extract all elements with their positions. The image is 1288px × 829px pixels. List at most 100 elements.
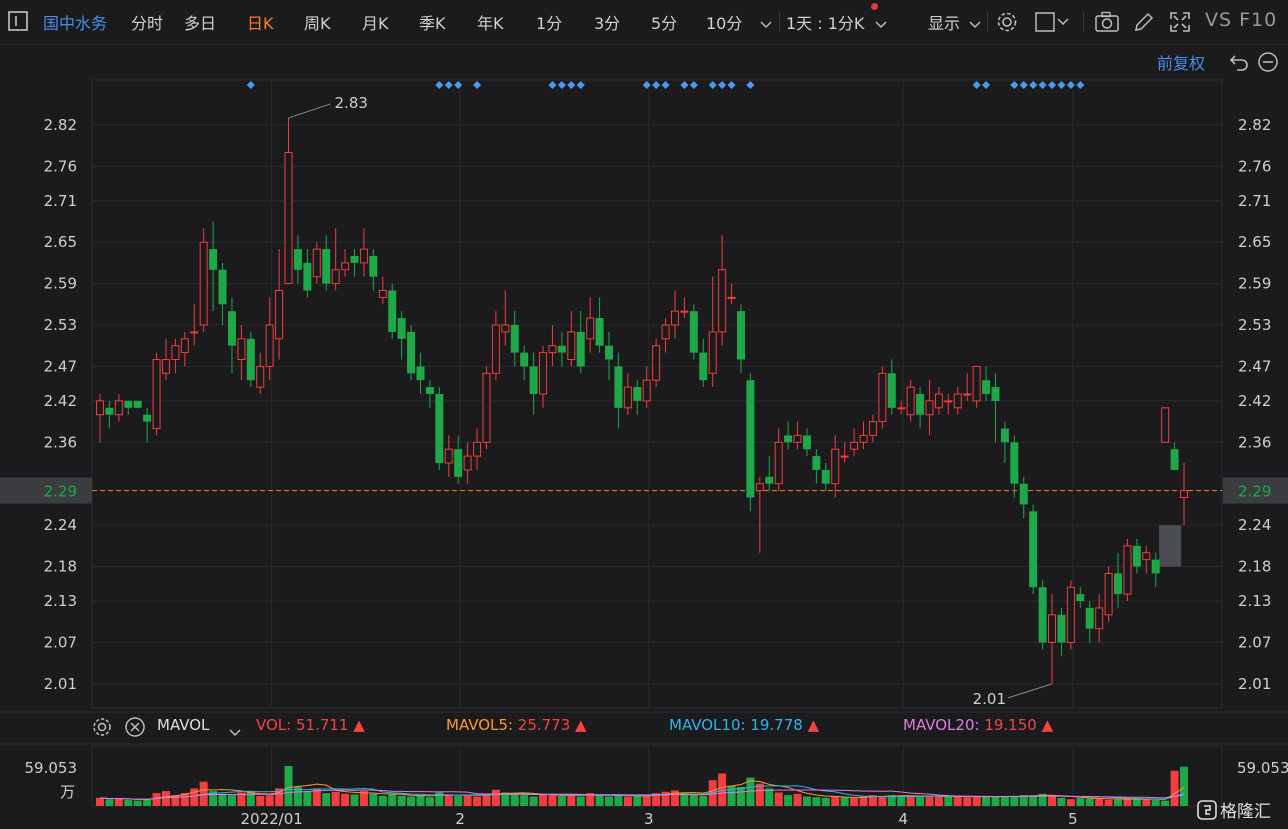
price-tick-right: 2.65 bbox=[1238, 233, 1271, 251]
mavol20-value: 19.150 bbox=[984, 716, 1037, 734]
period-tab-2[interactable]: 日K bbox=[247, 14, 274, 33]
close-circle-icon[interactable] bbox=[124, 716, 146, 742]
candle-body bbox=[284, 151, 293, 285]
sidebar-toggle-icon[interactable] bbox=[8, 11, 28, 35]
date-tick-label: 2022/01 bbox=[241, 810, 303, 828]
volume-bar bbox=[1142, 799, 1151, 806]
period-tab-4[interactable]: 月K bbox=[362, 14, 389, 33]
period-tab-0[interactable]: 分时 bbox=[131, 14, 164, 33]
undo-icon[interactable] bbox=[1229, 52, 1251, 76]
candle-body bbox=[840, 455, 849, 458]
pencil-icon[interactable] bbox=[1133, 11, 1155, 37]
volume-bar bbox=[1095, 798, 1104, 806]
volume-bar bbox=[227, 795, 236, 806]
period-tab-10[interactable]: 10分 bbox=[706, 14, 743, 33]
event-marker bbox=[1019, 81, 1028, 89]
candle-body bbox=[463, 455, 472, 471]
price-tick-left: 2.47 bbox=[44, 357, 77, 375]
volume-bar bbox=[265, 795, 274, 806]
price-tick-right: 2.53 bbox=[1238, 316, 1271, 334]
volume-bar bbox=[934, 796, 943, 806]
volume-bar bbox=[114, 798, 123, 806]
event-marker bbox=[708, 81, 717, 89]
candle-body bbox=[1123, 545, 1132, 595]
volume-bar bbox=[1029, 795, 1038, 806]
volume-bar bbox=[275, 788, 284, 806]
candle-body bbox=[454, 449, 463, 477]
gear-icon[interactable] bbox=[91, 716, 113, 742]
period-tab-6[interactable]: 年K bbox=[477, 14, 504, 33]
volume-bar bbox=[425, 797, 434, 806]
period-tab-7[interactable]: 1分 bbox=[536, 14, 563, 33]
volume-bar bbox=[312, 788, 321, 806]
candle-body bbox=[1142, 552, 1151, 561]
volume-bar bbox=[397, 795, 406, 806]
event-marker bbox=[982, 81, 991, 89]
mavol10-legend: MAVOL10: 19.778 ▲ bbox=[669, 716, 820, 734]
candle-body bbox=[1048, 614, 1057, 643]
volume-bar bbox=[670, 790, 679, 806]
candle-body bbox=[670, 310, 679, 326]
volume-bar bbox=[661, 791, 670, 806]
period-tab-9[interactable]: 5分 bbox=[651, 14, 678, 33]
date-tick-label: 4 bbox=[898, 810, 908, 828]
chevron-down-icon[interactable] bbox=[875, 15, 887, 34]
minus-circle-icon[interactable] bbox=[1257, 51, 1279, 77]
event-marker bbox=[718, 81, 727, 89]
volume-bar bbox=[180, 793, 189, 806]
candle-body bbox=[303, 262, 312, 291]
candle-body bbox=[850, 441, 859, 450]
chevron-down-icon[interactable] bbox=[760, 15, 772, 34]
display-menu[interactable]: 显示 bbox=[928, 14, 961, 33]
volume-bar bbox=[407, 796, 416, 806]
period-tab-5[interactable]: 季K bbox=[419, 14, 446, 33]
volume-bar bbox=[444, 794, 453, 806]
candle-body bbox=[491, 324, 500, 374]
candle-body bbox=[736, 311, 745, 360]
candle-body bbox=[190, 331, 199, 334]
camera-icon[interactable] bbox=[1095, 11, 1119, 37]
vs-f10-button[interactable]: VS F10 bbox=[1205, 9, 1278, 31]
volume-bar bbox=[868, 795, 877, 806]
volume-bar bbox=[802, 796, 811, 806]
volume-bar bbox=[642, 795, 651, 806]
candle-body bbox=[868, 421, 877, 436]
chevron-down-icon[interactable] bbox=[969, 15, 981, 34]
fullscreen-icon[interactable] bbox=[1169, 11, 1191, 37]
candle-body bbox=[661, 324, 670, 340]
event-marker bbox=[1076, 81, 1085, 89]
stock-name-tab[interactable]: 国中水务 bbox=[43, 14, 108, 33]
volume-bar bbox=[614, 795, 623, 806]
volume-bar bbox=[303, 791, 312, 806]
candle-body bbox=[953, 393, 962, 409]
candle-body bbox=[218, 269, 227, 305]
candle-body bbox=[256, 365, 265, 388]
price-tick-right: 2.47 bbox=[1238, 357, 1271, 375]
period-tab-1[interactable]: 多日 bbox=[184, 14, 217, 33]
price-tick-left: 2.01 bbox=[44, 675, 77, 693]
volume-bar bbox=[416, 795, 425, 806]
chevron-down-icon[interactable] bbox=[229, 723, 241, 742]
candle-body bbox=[821, 469, 830, 484]
volume-bar bbox=[473, 796, 482, 806]
multi-period-combo[interactable]: 1天 : 1分K bbox=[786, 14, 865, 33]
price-tick-left: 2.76 bbox=[44, 157, 77, 175]
period-tab-3[interactable]: 周K bbox=[304, 14, 331, 33]
adjust-price-toggle[interactable]: 前复权 bbox=[1157, 54, 1206, 73]
period-tab-8[interactable]: 3分 bbox=[594, 14, 621, 33]
checkbox-icon[interactable] bbox=[1035, 12, 1069, 36]
price-tick-right: 2.07 bbox=[1238, 633, 1271, 651]
event-marker bbox=[1029, 81, 1038, 89]
volume-bar bbox=[1019, 795, 1028, 806]
volume-bar bbox=[96, 797, 104, 806]
gear-icon[interactable] bbox=[996, 11, 1018, 37]
vol-legend: VOL: 51.711 ▲ bbox=[256, 716, 365, 734]
indicator-name[interactable]: MAVOL bbox=[157, 716, 210, 734]
volume-bar bbox=[718, 773, 727, 806]
event-marker bbox=[548, 81, 557, 89]
candle-body bbox=[1076, 594, 1085, 602]
volume-bar bbox=[454, 795, 463, 806]
volume-bar bbox=[887, 795, 896, 806]
candle-body bbox=[482, 372, 491, 443]
